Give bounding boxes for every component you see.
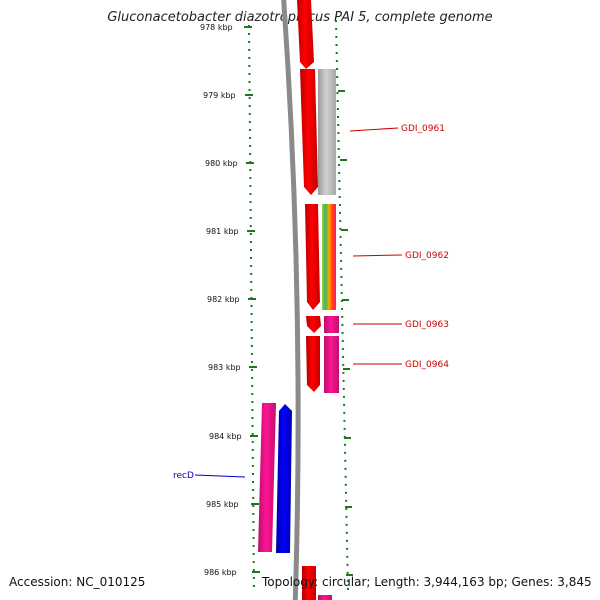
forward-cds-track	[297, 0, 321, 600]
accession-text: Accession: NC_010125	[9, 575, 146, 589]
kbp-label: 980 kbp	[205, 159, 238, 168]
gene-label-gdi-0964[interactable]: GDI_0964	[405, 360, 449, 370]
outer-scale-dots	[335, 19, 349, 591]
kbp-label: 978 kbp	[200, 23, 233, 32]
kbp-label: 979 kbp	[203, 91, 236, 100]
multicolor-feature[interactable]	[322, 204, 336, 310]
kbp-label: 983 kbp	[208, 363, 241, 372]
gene-label-recd[interactable]: recD	[173, 471, 194, 481]
pink-feature[interactable]	[324, 336, 339, 393]
gray-feature[interactable]	[318, 69, 336, 195]
leader-line	[349, 127, 399, 132]
cds-feature[interactable]	[300, 69, 318, 195]
gene-label-gdi-0961[interactable]: GDI_0961	[401, 124, 445, 134]
gene-label-gdi-0963[interactable]: GDI_0963	[405, 320, 449, 330]
kbp-label: 982 kbp	[207, 295, 240, 304]
major-ticks	[244, 26, 353, 576]
kbp-labels: 978 kbp 979 kbp 980 kbp 981 kbp 982 kbp …	[200, 23, 242, 577]
pink-feature[interactable]	[258, 403, 276, 552]
pink-feature[interactable]	[324, 316, 339, 333]
cds-feature[interactable]	[302, 566, 316, 600]
cds-feature[interactable]	[305, 204, 320, 310]
kbp-label: 986 kbp	[204, 568, 237, 577]
blue-feature[interactable]	[276, 404, 292, 553]
cds-feature[interactable]	[306, 336, 320, 392]
genome-backbone	[281, 0, 301, 600]
inner-feature-track	[258, 403, 292, 553]
leader-lines	[194, 127, 403, 478]
cds-feature[interactable]	[297, 0, 314, 69]
kbp-label: 984 kbp	[209, 432, 242, 441]
genome-summary-text: Topology: circular; Length: 3,944,163 bp…	[262, 575, 592, 589]
gene-labels: GDI_0961 GDI_0962 GDI_0963 GDI_0964 recD	[173, 124, 449, 481]
kbp-label: 981 kbp	[206, 227, 239, 236]
cds-feature[interactable]	[306, 316, 321, 333]
outer-feature-track	[318, 69, 339, 600]
kbp-label: 985 kbp	[206, 500, 239, 509]
inner-scale-dots	[248, 24, 255, 591]
pink-feature[interactable]	[318, 595, 332, 600]
leader-line	[194, 474, 246, 478]
leader-line	[352, 254, 403, 257]
gene-label-gdi-0962[interactable]: GDI_0962	[405, 251, 449, 261]
